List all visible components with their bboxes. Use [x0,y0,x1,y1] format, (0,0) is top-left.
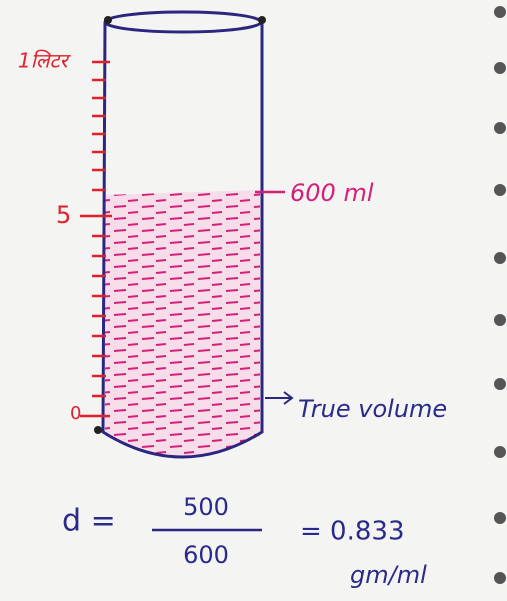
formula-lhs: d = [62,504,116,539]
scale-label: 0 [70,403,81,424]
dot [94,426,102,434]
diagram: 1लिटर 5 0 600 ml True volume d = 500 600… [0,0,507,601]
dot [258,16,266,24]
formula-result: = 0.833 [300,517,404,547]
formula-numerator: 500 [183,493,229,521]
formula-unit: gm/ml [350,561,427,589]
formula-denominator: 600 [183,541,229,569]
scale-label: 1लिटर [18,49,72,73]
level-label: 600 ml [290,179,374,207]
liquid-dashes [105,190,260,456]
scale-label: 5 [56,201,71,229]
true-volume-label: True volume [298,395,447,423]
dot [104,16,112,24]
